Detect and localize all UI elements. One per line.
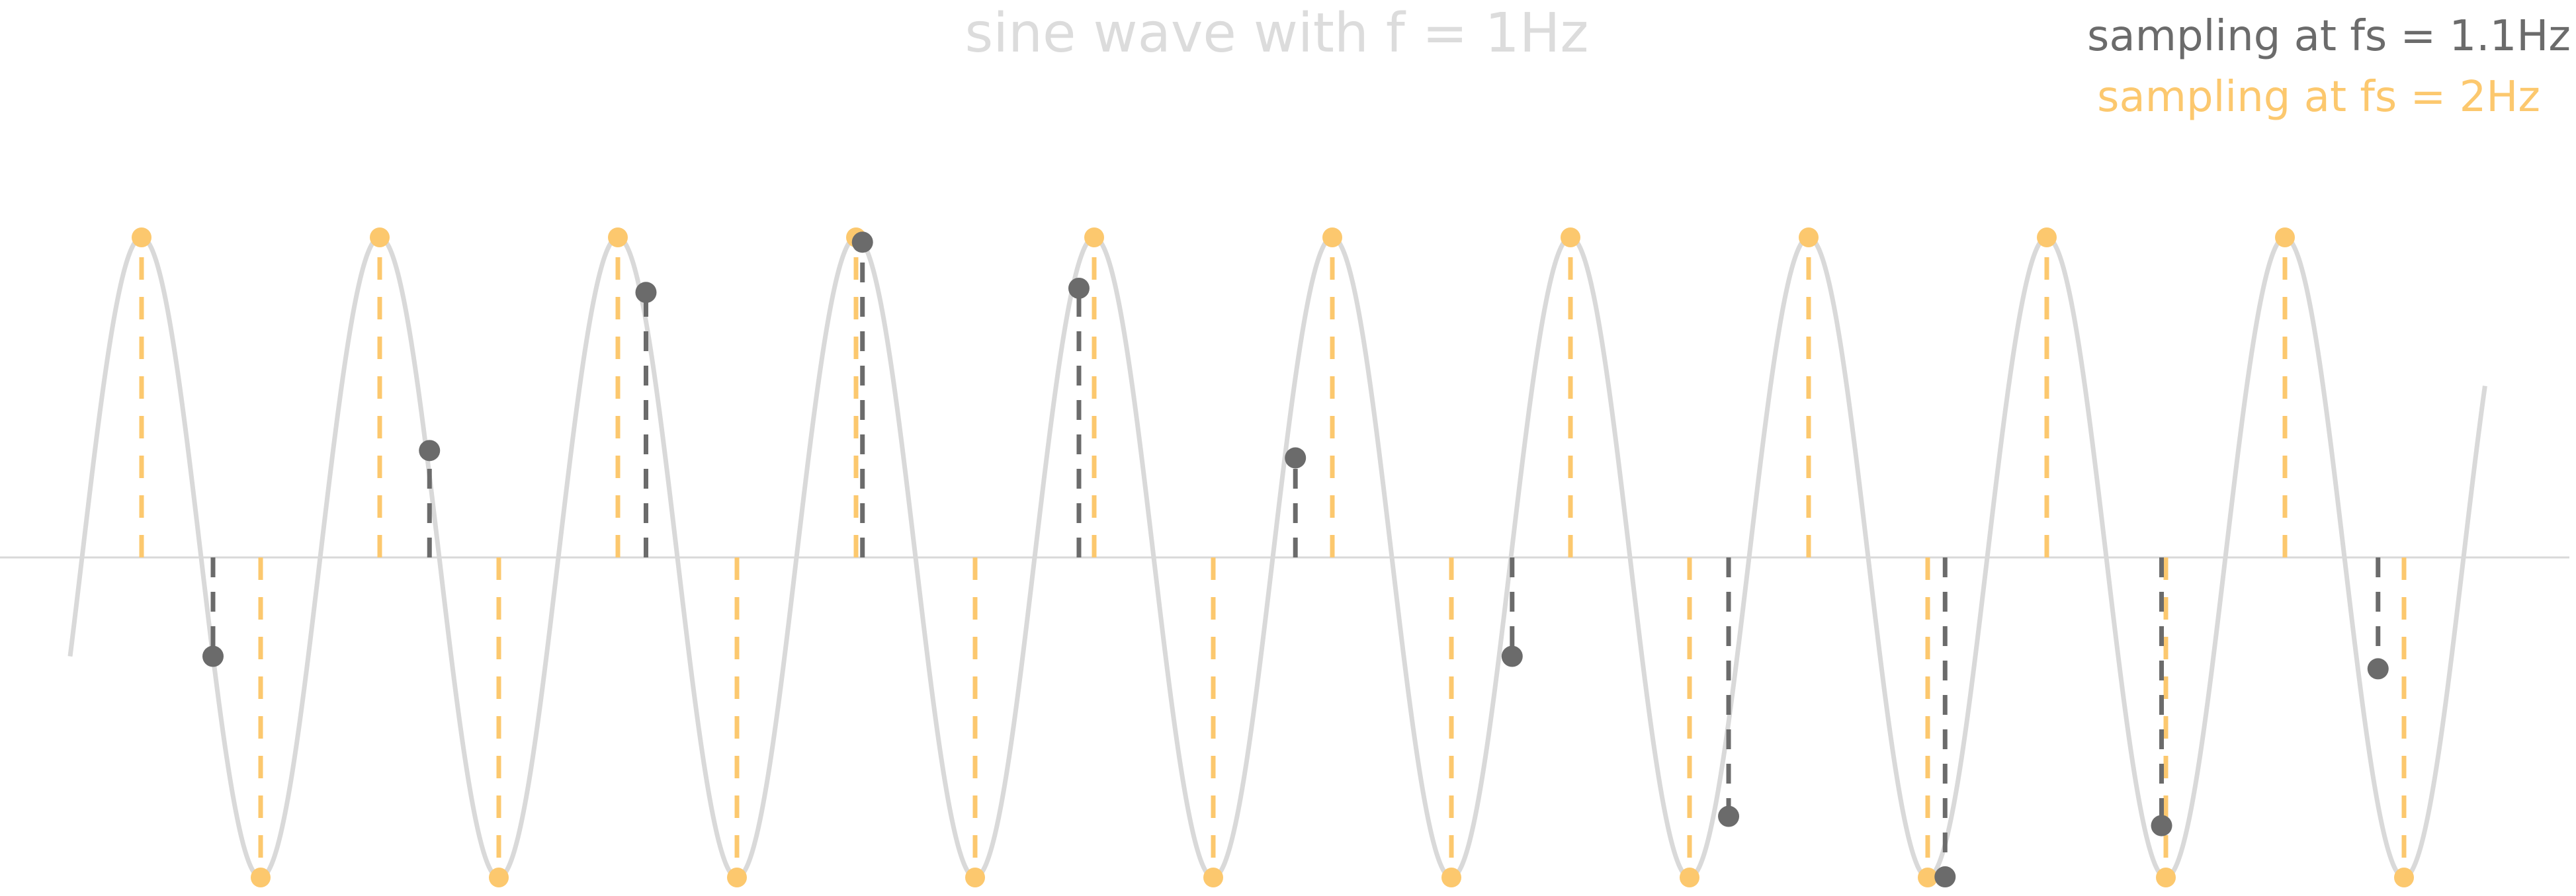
sine-wave-line: [67, 235, 2487, 880]
fast-sample-point: [1799, 227, 1819, 247]
slow-sample-point: [419, 440, 441, 462]
chart-title: sine wave with f = 1Hz: [965, 2, 1589, 65]
fast-sample-point: [1322, 227, 1342, 247]
slow-sample-point: [1501, 645, 1523, 667]
slow-sample-point: [2151, 815, 2172, 836]
slow-sample-point: [1285, 447, 1307, 469]
slow-sample-point: [2367, 658, 2389, 680]
fast-sample-point: [965, 868, 985, 887]
fast-sample-point: [1084, 227, 1104, 247]
fast-sample-point: [2275, 227, 2295, 247]
fast-sample-point: [370, 227, 390, 247]
legend-entry-fast-sampling: sampling at fs = 2Hz: [2097, 73, 2540, 122]
series-fast-sampling: [132, 227, 2414, 887]
legend-entry-slow-sampling: sampling at fs = 1.1Hz: [2087, 12, 2571, 61]
slow-sample-point: [1718, 805, 1740, 827]
series-slow-sampling: [202, 231, 2389, 888]
fast-sample-point: [1441, 868, 1461, 887]
fast-sample-point: [251, 868, 271, 887]
fast-sample-point: [1203, 868, 1223, 887]
fast-sample-point: [1918, 868, 1938, 887]
slow-sample-point: [1934, 866, 1956, 888]
fast-sample-point: [2037, 227, 2057, 247]
slow-sample-point: [851, 231, 873, 253]
plot-area: [0, 227, 2569, 888]
slow-sample-point: [635, 282, 657, 304]
fast-sample-point: [1680, 868, 1699, 887]
fast-sample-point: [2394, 868, 2414, 887]
fast-sample-point: [1561, 227, 1580, 247]
legend: sampling at fs = 1.1Hz sampling at fs = …: [2087, 12, 2571, 122]
fast-sample-point: [489, 868, 509, 887]
fast-sample-point: [608, 227, 628, 247]
slow-sample-point: [1068, 277, 1090, 299]
fast-sample-point: [727, 868, 747, 887]
fast-sample-point: [132, 227, 151, 247]
slow-sample-point: [202, 645, 224, 667]
fast-sample-point: [2156, 868, 2176, 887]
